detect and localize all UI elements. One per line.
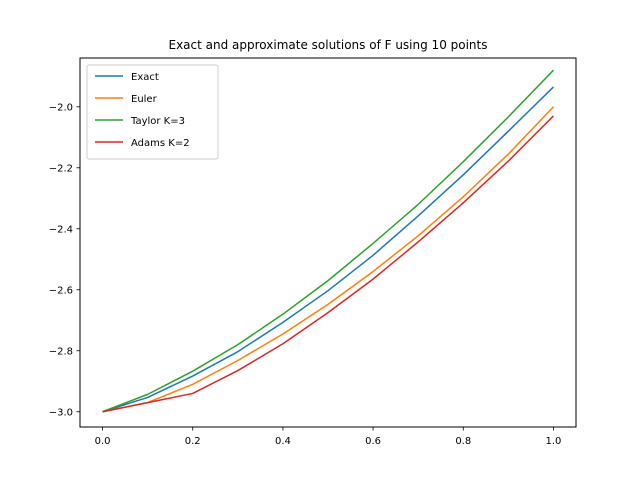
x-tick-label: 0.0 [95, 436, 111, 447]
x-tick-label: 0.8 [455, 436, 471, 447]
series-line-2 [102, 69, 554, 413]
chart-title: Exact and approximate solutions of F usi… [168, 38, 487, 52]
y-tick-label: −3.0 [49, 407, 73, 418]
x-tick-label: 1.0 [546, 436, 562, 447]
legend-box [86, 64, 219, 160]
legend-label-3: Adams K=2 [131, 138, 190, 149]
y-tick-label: −2.2 [49, 163, 73, 174]
y-axis: −3.0 −2.8 −2.6 −2.4 −2.2 −2.0 [49, 102, 80, 418]
series-line-3 [102, 115, 554, 413]
legend: Exact Euler Taylor K=3 Adams K=2 [86, 64, 219, 160]
series-line-1 [102, 106, 554, 413]
x-tick-label: 0.2 [185, 436, 201, 447]
y-tick-label: −2.6 [49, 285, 73, 296]
legend-label-0: Exact [131, 72, 159, 83]
plot-frame [79, 57, 577, 428]
y-tick-label: −2.0 [49, 102, 73, 113]
x-tick-label: 0.4 [275, 436, 291, 447]
legend-label-1: Euler [131, 94, 158, 105]
y-tick-label: −2.4 [49, 224, 73, 235]
series-layer [102, 69, 554, 413]
legend-label-2: Taylor K=3 [130, 116, 185, 127]
x-tick-label: 0.6 [365, 436, 381, 447]
y-tick-label: −2.8 [49, 346, 73, 357]
series-line-0 [102, 86, 554, 413]
x-axis: 0.0 0.2 0.4 0.6 0.8 1.0 [95, 427, 562, 447]
